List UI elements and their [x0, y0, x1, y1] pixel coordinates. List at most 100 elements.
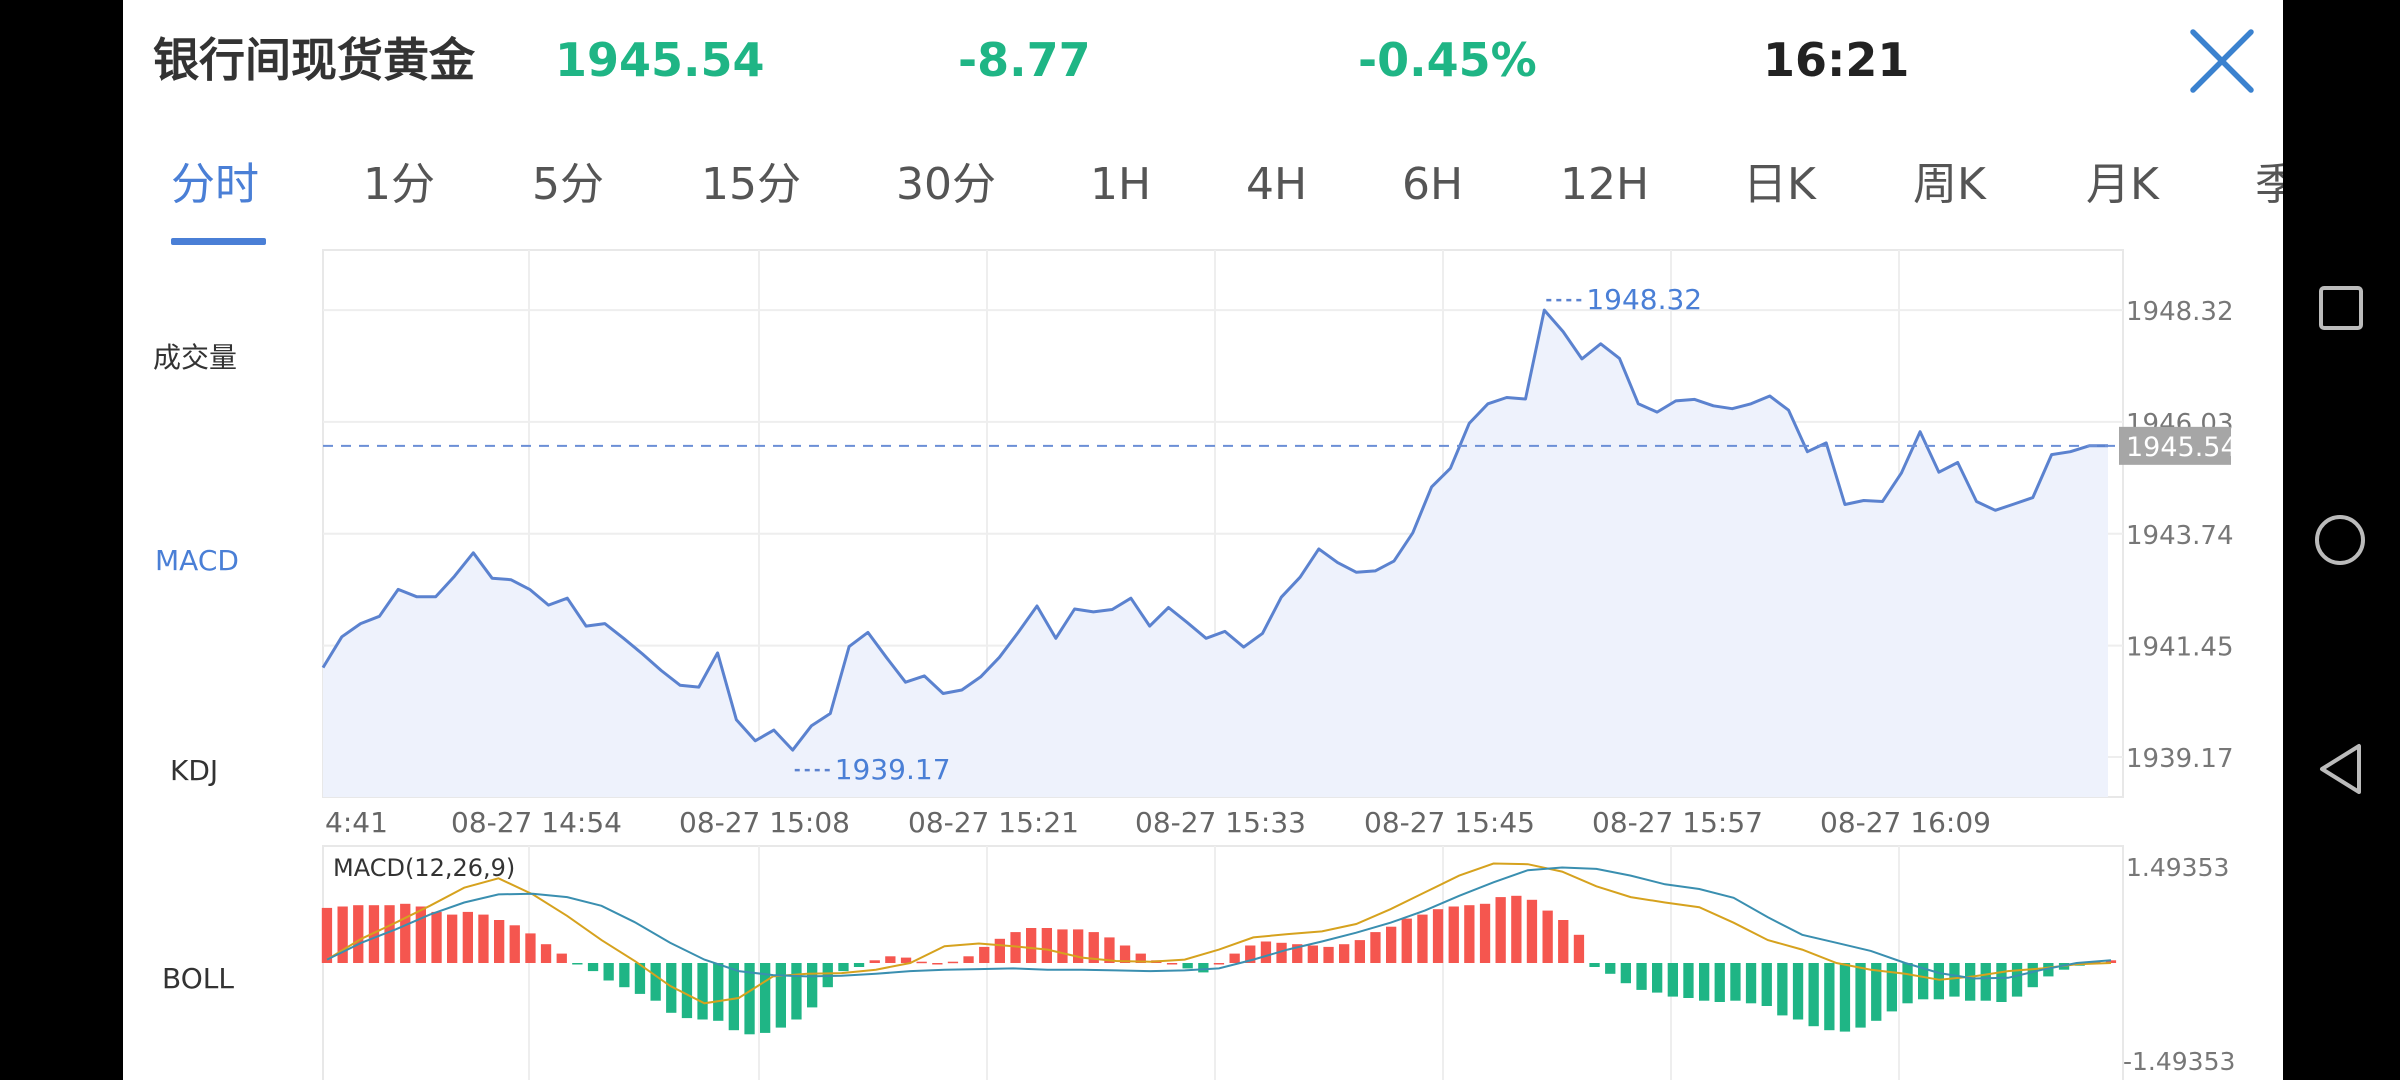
tab-monthly-k[interactable]: 月K — [2086, 159, 2159, 210]
macd-histogram-bar — [775, 963, 786, 1028]
macd-histogram-bar — [525, 933, 536, 963]
macd-histogram-bar — [1386, 926, 1397, 963]
tab-6h[interactable]: 6H — [1402, 159, 1464, 210]
macd-histogram-bar — [1307, 945, 1318, 963]
macd-histogram-bar — [1495, 897, 1506, 963]
indicator-kdj[interactable]: KDJ — [170, 754, 219, 787]
price-y-tick-label: 1943.74 — [2126, 521, 2234, 551]
tab-5min[interactable]: 5分 — [532, 159, 604, 210]
macd-histogram-bar — [1245, 945, 1256, 963]
macd-histogram-bar — [1401, 918, 1412, 963]
macd-histogram-bar — [900, 957, 912, 963]
chart-app-window: 银行间现货黄金 1945.54 -8.77 -0.45% 16:21 分时 1分… — [123, 0, 2283, 1080]
macd-histogram-bar — [1323, 946, 1334, 963]
macd-histogram-bar — [1026, 928, 1037, 963]
macd-dea-line — [326, 862, 2112, 1005]
macd-y-tick-bottom: -1.49353 — [2123, 1047, 2235, 1076]
macd-histogram-bar — [1432, 909, 1444, 963]
current-price-tag-label: 1945.54 — [2126, 432, 2238, 463]
indicator-volume[interactable]: 成交量 — [153, 341, 238, 374]
macd-histogram-bar — [1730, 963, 1741, 1001]
macd-panel-border — [322, 845, 2124, 1080]
macd-histogram-bar — [1511, 895, 1522, 963]
indicator-macd[interactable]: MACD — [155, 544, 239, 577]
tab-1min[interactable]: 1分 — [363, 159, 435, 210]
macd-histogram-bar — [1745, 963, 1757, 1004]
macd-histogram-bar — [447, 914, 458, 963]
macd-histogram-bar — [1980, 963, 1991, 1001]
macd-histogram-bar — [697, 963, 708, 1020]
macd-histogram-bar — [1636, 963, 1647, 990]
square-icon — [2319, 286, 2363, 330]
macd-histogram-bar — [1667, 963, 1678, 997]
price-y-tick-label: 1941.45 — [2126, 633, 2234, 663]
macd-histogram-bar — [1620, 963, 1631, 984]
macd-histogram-bar — [1479, 903, 1491, 963]
price-change-percent: -0.45% — [1358, 33, 1537, 87]
macd-histogram-bar — [1119, 945, 1131, 963]
macd-histogram-bar — [1605, 963, 1616, 974]
triangle-back-icon — [2320, 744, 2361, 794]
tab-intraday[interactable]: 分时 — [171, 159, 259, 210]
macd-histogram-bar — [603, 963, 614, 981]
home-button[interactable] — [2314, 514, 2366, 566]
macd-histogram-bar — [963, 956, 974, 963]
macd-histogram-bar — [1933, 963, 1944, 1000]
tab-15min[interactable]: 15分 — [701, 159, 801, 210]
tab-4h[interactable]: 4H — [1246, 159, 1308, 210]
macd-histogram-bar — [1339, 944, 1350, 963]
macd-histogram-bar — [1824, 963, 1835, 1031]
macd-histogram-bar — [431, 911, 442, 963]
macd-histogram-bar — [1839, 963, 1851, 1032]
macd-histogram-bar — [713, 963, 724, 1021]
tab-weekly-k[interactable]: 周K — [1913, 159, 1986, 210]
tab-12h[interactable]: 12H — [1560, 159, 1650, 210]
macd-histogram-bar — [2105, 960, 2117, 963]
macd-histogram-bar — [1526, 899, 1538, 963]
macd-histogram-bar — [619, 963, 630, 988]
macd-histogram-bar — [666, 963, 677, 1013]
macd-histogram-bar — [1761, 963, 1772, 1006]
macd-histogram-bar — [1104, 937, 1115, 963]
quote-time: 16:21 — [1763, 33, 1910, 87]
price-y-tick-label: 1948.32 — [2126, 297, 2234, 327]
macd-histogram-bar — [2011, 963, 2023, 997]
macd-histogram-bar — [1229, 953, 1240, 963]
indicator-boll[interactable]: BOLL — [162, 962, 234, 995]
macd-histogram-bar — [634, 963, 646, 994]
macd-histogram-bar — [1166, 963, 1178, 965]
macd-histogram-bar — [728, 963, 739, 1031]
macd-histogram-bar — [1871, 963, 1882, 1021]
macd-dif-line — [326, 866, 2112, 980]
macd-histogram-bar — [1276, 942, 1287, 963]
tab-30min[interactable]: 30分 — [896, 159, 996, 210]
chart-area[interactable]: 1948.321946.031943.741941.451939.171945.… — [123, 0, 2283, 1080]
macd-histogram-bar — [509, 925, 520, 963]
macd-histogram-bar — [1260, 941, 1272, 963]
instrument-title: 银行间现货黄金 — [153, 33, 475, 87]
macd-histogram-bar — [1354, 940, 1365, 963]
time-axis-label: 08-27 15:08 — [679, 806, 850, 839]
macd-histogram-bar — [540, 944, 552, 963]
back-button[interactable] — [2317, 742, 2363, 796]
tab-daily-k[interactable]: 日K — [1743, 159, 1816, 210]
macd-histogram-bar — [462, 911, 473, 963]
macd-histogram-bar — [2027, 963, 2038, 988]
tab-1h[interactable]: 1H — [1090, 159, 1152, 210]
macd-histogram-bar — [1855, 963, 1866, 1028]
macd-histogram-bar — [916, 961, 927, 964]
macd-histogram-bar — [1965, 963, 1976, 1001]
macd-histogram-bar — [947, 961, 959, 964]
tab-quarterly-k[interactable]: 季 — [2255, 159, 2283, 210]
active-tab-indicator — [171, 238, 266, 245]
macd-histogram-bar — [1792, 963, 1804, 1020]
recents-button[interactable] — [2318, 285, 2364, 331]
macd-histogram-bar — [1041, 928, 1052, 963]
macd-histogram-bar — [1448, 906, 1459, 963]
time-axis-label: 08-27 15:33 — [1135, 806, 1306, 839]
price-change: -8.77 — [958, 33, 1091, 87]
macd-histogram-bar — [1949, 963, 1960, 997]
macd-histogram-bar — [556, 953, 567, 963]
close-button[interactable] — [2187, 26, 2257, 96]
macd-histogram-bar — [384, 905, 395, 963]
